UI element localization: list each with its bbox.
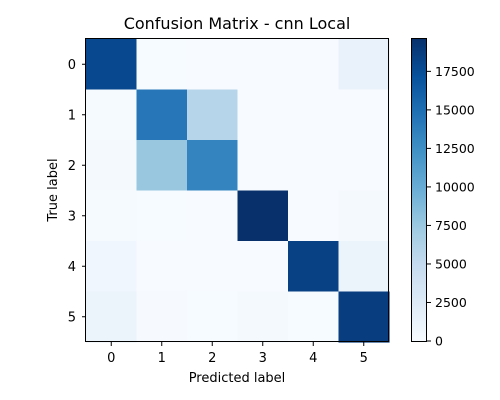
heatmap-cell xyxy=(136,140,188,192)
heatmap-cell xyxy=(237,89,289,141)
colorbar-tick-label: 7500 xyxy=(435,218,467,233)
colorbar-tick-label: 0 xyxy=(435,334,443,349)
heatmap-cell xyxy=(338,190,390,242)
y-tick-label: 4 xyxy=(68,260,76,275)
heatmap-cell xyxy=(136,39,188,91)
heatmap-cell xyxy=(187,89,239,141)
heatmap-cell xyxy=(86,291,138,343)
y-tick-label: 2 xyxy=(68,159,76,174)
x-tick-label: 5 xyxy=(360,351,368,366)
heatmap-cell xyxy=(86,190,138,242)
heatmap-cell xyxy=(187,140,239,192)
x-tick-label: 3 xyxy=(259,351,267,366)
heatmap-cell xyxy=(86,89,138,141)
heatmap-cell xyxy=(288,89,340,141)
heatmap-cell xyxy=(338,241,390,293)
colorbar-ticks: 0 2500 5000 7500 10000 12500 15000 17500 xyxy=(427,64,475,349)
heatmap-cell xyxy=(288,241,340,293)
heatmap-cell xyxy=(338,291,390,343)
heatmap-cell xyxy=(187,39,239,91)
x-tick-label: 1 xyxy=(158,351,166,366)
heatmap-cell xyxy=(86,39,138,91)
colorbar xyxy=(411,38,427,342)
heatmap-cell xyxy=(237,241,289,293)
heatmap-cell xyxy=(338,39,390,91)
x-tick-label: 4 xyxy=(309,351,317,366)
y-tick-label: 3 xyxy=(68,209,76,224)
heatmap-cell xyxy=(187,291,239,343)
heatmap-cell xyxy=(136,241,188,293)
heatmap-cell xyxy=(288,190,340,242)
y-axis-ticks: 0 1 2 3 4 5 xyxy=(68,58,86,325)
colorbar-tick-label: 17500 xyxy=(435,64,475,79)
heatmap-cell xyxy=(237,190,289,242)
colorbar-tick-label: 10000 xyxy=(435,179,475,194)
y-tick-label: 5 xyxy=(68,310,76,325)
x-tick-label: 0 xyxy=(107,351,115,366)
heatmap-cell xyxy=(187,241,239,293)
colorbar-tick-label: 12500 xyxy=(435,141,475,156)
heatmap-cell xyxy=(136,291,188,343)
heatmap-cell xyxy=(338,140,390,192)
colorbar-tick-label: 2500 xyxy=(435,295,467,310)
heatmap-cell xyxy=(136,190,188,242)
x-axis-ticks: 0 1 2 3 4 5 xyxy=(107,342,368,366)
heatmap-cell xyxy=(288,291,340,343)
heatmap-cell xyxy=(338,89,390,141)
heatmap-cell xyxy=(288,140,340,192)
heatmap-cell xyxy=(288,39,340,91)
heatmap-cell xyxy=(187,190,239,242)
y-axis-label: True label xyxy=(46,158,61,222)
colorbar-tick-label: 15000 xyxy=(435,102,475,117)
heatmap-cell xyxy=(237,291,289,343)
heatmap-frame xyxy=(85,38,389,342)
y-tick-label: 0 xyxy=(68,58,76,73)
y-tick-label: 1 xyxy=(68,108,76,123)
heatmap-cell xyxy=(86,140,138,192)
heatmap-cell xyxy=(136,89,188,141)
colorbar-tick-label: 5000 xyxy=(435,256,467,271)
chart-title: Confusion Matrix - cnn Local xyxy=(124,14,351,33)
heatmap-cell xyxy=(86,241,138,293)
heatmap-cells xyxy=(86,39,390,343)
heatmap-cell xyxy=(237,140,289,192)
x-axis-label: Predicted label xyxy=(189,371,286,386)
heatmap-cell xyxy=(237,39,289,91)
x-tick-label: 2 xyxy=(208,351,216,366)
